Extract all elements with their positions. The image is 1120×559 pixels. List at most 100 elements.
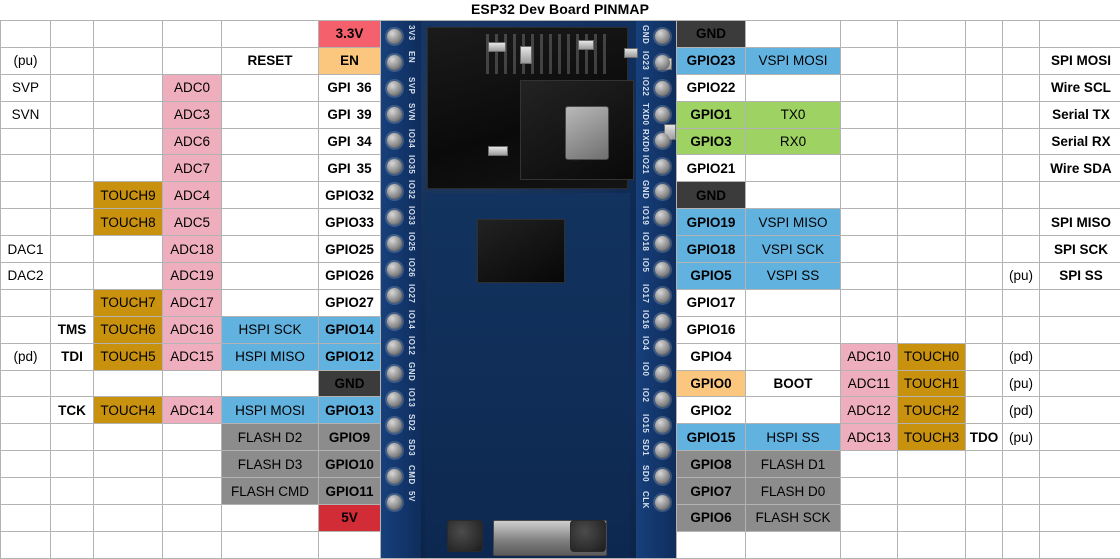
left-function-cell bbox=[222, 101, 319, 128]
header-pad bbox=[655, 55, 670, 70]
header-pad bbox=[655, 288, 670, 303]
silkscreen-label: IO35 bbox=[407, 155, 416, 174]
right-jtag-cell bbox=[966, 74, 1003, 101]
right-adc-cell bbox=[841, 128, 898, 155]
left-adc-cell bbox=[163, 505, 222, 532]
gpio-name: GPI bbox=[327, 80, 350, 95]
gpio-number: 35 bbox=[357, 161, 372, 176]
silkscreen-label: IO22 bbox=[641, 77, 650, 96]
right-note-cell bbox=[1040, 478, 1120, 505]
boot-button[interactable] bbox=[570, 520, 606, 552]
right-note-cell bbox=[1040, 182, 1120, 209]
right-adc-cell bbox=[841, 263, 898, 290]
left-alt-function-cell bbox=[1, 478, 51, 505]
header-pad bbox=[387, 81, 402, 96]
left-function-cell bbox=[222, 236, 319, 263]
silkscreen-label: SD3 bbox=[407, 439, 416, 456]
crystal-oscillator bbox=[565, 106, 609, 160]
right-function-cell: BOOT bbox=[746, 370, 841, 397]
left-jtag-cell: TMS bbox=[51, 316, 94, 343]
right-adc-cell: ADC10 bbox=[841, 343, 898, 370]
right-pullupdown-cell: (pu) bbox=[1003, 424, 1040, 451]
right-gpio-label: GPIO17 bbox=[677, 289, 746, 316]
right-function-cell: VSPI MISO bbox=[746, 209, 841, 236]
silkscreen-label: GND bbox=[407, 362, 416, 381]
right-gpio-label: GPIO22 bbox=[677, 74, 746, 101]
silkscreen-label: IO25 bbox=[407, 232, 416, 251]
right-note-cell: SPI SCK bbox=[1040, 236, 1120, 263]
right-touch-cell bbox=[898, 505, 966, 532]
right-adc-cell bbox=[841, 155, 898, 182]
left-gpio-label: GPIO27 bbox=[319, 289, 381, 316]
smd-component bbox=[488, 42, 506, 52]
header-pad bbox=[655, 210, 670, 225]
silkscreen-label: TXD0 bbox=[641, 103, 650, 125]
silkscreen-label: IO32 bbox=[407, 180, 416, 199]
gpio-number: 39 bbox=[357, 107, 372, 122]
right-function-cell: VSPI MOSI bbox=[746, 47, 841, 74]
right-gpio-label: GPIO21 bbox=[677, 155, 746, 182]
left-adc-cell: ADC19 bbox=[163, 263, 222, 290]
right-pullupdown-cell bbox=[1003, 47, 1040, 74]
left-adc-cell bbox=[163, 47, 222, 74]
left-touch-cell bbox=[94, 370, 163, 397]
right-function-cell: VSPI SCK bbox=[746, 236, 841, 263]
left-jtag-cell: TCK bbox=[51, 397, 94, 424]
right-note-cell: SPI SS bbox=[1040, 263, 1120, 290]
left-gpio-label: GPIO25 bbox=[319, 236, 381, 263]
left-adc-cell: ADC3 bbox=[163, 101, 222, 128]
left-function-cell bbox=[222, 531, 319, 558]
right-gpio-label: GPIO3 bbox=[677, 128, 746, 155]
right-note-cell bbox=[1040, 21, 1120, 48]
right-function-cell: RX0 bbox=[746, 128, 841, 155]
left-touch-cell bbox=[94, 236, 163, 263]
left-adc-cell bbox=[163, 21, 222, 48]
right-touch-cell: TOUCH3 bbox=[898, 424, 966, 451]
header-pad bbox=[655, 81, 670, 96]
header-pad bbox=[387, 366, 402, 381]
header-pad bbox=[655, 418, 670, 433]
header-pad bbox=[387, 314, 402, 329]
left-gpio-label: GND bbox=[319, 370, 381, 397]
left-alt-function-cell bbox=[1, 209, 51, 236]
left-jtag-cell bbox=[51, 182, 94, 209]
right-note-cell bbox=[1040, 505, 1120, 532]
right-pullupdown-cell: (pu) bbox=[1003, 370, 1040, 397]
left-function-cell bbox=[222, 155, 319, 182]
left-gpio-label: GPIO13 bbox=[319, 397, 381, 424]
right-adc-cell bbox=[841, 316, 898, 343]
right-touch-cell bbox=[898, 101, 966, 128]
header-pad bbox=[387, 29, 402, 44]
right-note-cell: Serial RX bbox=[1040, 128, 1120, 155]
header-pad bbox=[655, 340, 670, 355]
right-jtag-cell bbox=[966, 263, 1003, 290]
left-alt-function-cell bbox=[1, 21, 51, 48]
left-function-cell bbox=[222, 128, 319, 155]
left-alt-function-cell bbox=[1, 451, 51, 478]
right-jtag-cell bbox=[966, 209, 1003, 236]
right-adc-cell: ADC13 bbox=[841, 424, 898, 451]
left-alt-function-cell bbox=[1, 424, 51, 451]
right-jtag-cell bbox=[966, 343, 1003, 370]
left-alt-function-cell bbox=[1, 182, 51, 209]
right-jtag-cell bbox=[966, 397, 1003, 424]
silkscreen-label: IO12 bbox=[407, 336, 416, 355]
right-pullupdown-cell bbox=[1003, 478, 1040, 505]
silkscreen-label: SD2 bbox=[407, 414, 416, 431]
right-adc-cell bbox=[841, 47, 898, 74]
right-touch-cell bbox=[898, 236, 966, 263]
right-jtag-cell bbox=[966, 370, 1003, 397]
right-gpio-label bbox=[677, 531, 746, 558]
right-function-cell: VSPI SS bbox=[746, 263, 841, 290]
right-pullupdown-cell: (pd) bbox=[1003, 343, 1040, 370]
header-pad bbox=[387, 262, 402, 277]
en-button[interactable] bbox=[447, 520, 483, 552]
right-gpio-label: GPIO15 bbox=[677, 424, 746, 451]
left-adc-cell bbox=[163, 370, 222, 397]
